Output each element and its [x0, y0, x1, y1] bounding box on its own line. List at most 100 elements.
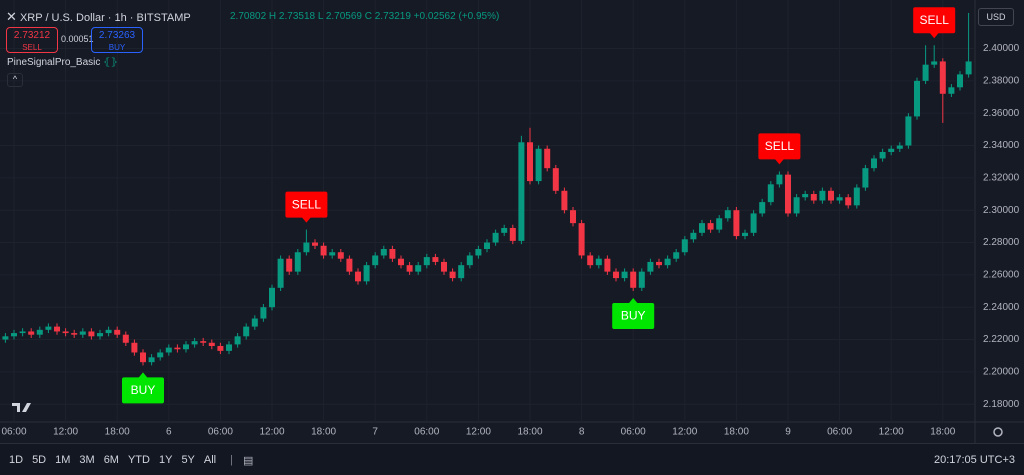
- candle-body: [174, 347, 181, 350]
- candle-body: [716, 218, 723, 230]
- x-tick-label: 8: [579, 427, 585, 438]
- candle-body: [742, 232, 748, 237]
- range-button[interactable]: 1M: [55, 454, 71, 466]
- y-tick-label: 2.40000: [983, 43, 1020, 54]
- x-tick-label: 18:00: [930, 427, 955, 438]
- range-buttons: 1D 5D 1M 3M 6M YTD 1Y 5Y All: [0, 454, 216, 466]
- candle-body: [802, 194, 809, 198]
- candle-body: [432, 257, 439, 262]
- candle-body: [277, 258, 284, 288]
- signal-label: SELL: [765, 139, 795, 153]
- currency[interactable]: USD: [978, 8, 1014, 26]
- range-button[interactable]: YTD: [127, 454, 150, 466]
- y-tick-label: 2.28000: [983, 237, 1020, 248]
- candle-body: [707, 223, 714, 230]
- candle-body: [2, 336, 9, 340]
- candle-body: [97, 333, 103, 337]
- x-tick-label: 06:00: [208, 427, 233, 438]
- x-tick-label: 12:00: [879, 427, 904, 438]
- range-button[interactable]: 3M: [79, 454, 95, 466]
- range-button[interactable]: 1Y: [158, 454, 173, 466]
- candle-body: [793, 197, 800, 214]
- y-tick-label: 2.30000: [983, 205, 1020, 216]
- candle-body: [673, 252, 680, 259]
- x-tick-label: 7: [372, 427, 378, 438]
- sell-button[interactable]: 2.73212 SELL: [6, 27, 58, 53]
- x-tick-label: 18:00: [724, 427, 749, 438]
- y-tick-label: 2.36000: [983, 108, 1020, 119]
- candle-body: [88, 331, 95, 337]
- candle-body: [613, 271, 619, 279]
- signal-pointer: [774, 158, 785, 165]
- symbol: XRP / U.S. Dollar · 1h · BITSTAMP: [19, 12, 191, 24]
- signal-pointer: [301, 216, 312, 223]
- candle-body: [19, 331, 26, 334]
- candle-body: [724, 210, 731, 219]
- candle-body: [570, 210, 576, 224]
- buy-label: BUY: [108, 43, 126, 52]
- candle-body: [647, 261, 654, 272]
- settings-icon[interactable]: [993, 427, 1003, 437]
- date-range-icon[interactable]: ▤: [243, 454, 254, 467]
- range-button[interactable]: 1D: [9, 454, 24, 466]
- range-button[interactable]: 6M: [103, 454, 119, 466]
- range-button[interactable]: 5D: [32, 454, 47, 466]
- candle-body: [294, 252, 301, 272]
- candle-body: [957, 74, 963, 88]
- candle-body: [604, 258, 611, 272]
- candle-body: [71, 333, 78, 335]
- logo: [12, 403, 31, 412]
- candle-body: [406, 265, 413, 272]
- collapse-button[interactable]: ^: [7, 73, 23, 87]
- candle-body: [114, 329, 121, 335]
- candle-body: [699, 223, 705, 233]
- candle-body: [871, 158, 877, 169]
- candle-body: [828, 190, 834, 201]
- candle-body: [122, 334, 129, 343]
- sell-price: 2.73212: [13, 30, 51, 41]
- x-tick-label: 12:00: [259, 427, 284, 438]
- candle-body: [905, 116, 912, 146]
- signal-label: BUY: [621, 309, 646, 323]
- candle-body: [79, 331, 86, 335]
- candle-body: [329, 252, 336, 256]
- buy-button[interactable]: 2.73263 BUY: [91, 27, 143, 53]
- candle-body: [191, 341, 198, 345]
- x-tick-label: 12:00: [466, 427, 491, 438]
- candle-body: [217, 346, 224, 351]
- signal-box: [285, 191, 328, 218]
- candle-body: [389, 248, 396, 259]
- candle-body: [509, 227, 516, 241]
- candle-body: [54, 326, 60, 332]
- candle-body: [896, 145, 903, 149]
- candle-body: [337, 252, 344, 259]
- candle-body: [458, 265, 465, 279]
- candle-body: [518, 142, 525, 241]
- buy-price: 2.73263: [98, 30, 136, 41]
- y-tick-label: 2.20000: [983, 367, 1020, 378]
- indicator[interactable]: PineSignalPro_Basic ⦃⦄: [7, 57, 118, 68]
- candle-body: [492, 232, 499, 243]
- candle-body: [552, 168, 559, 191]
- candle-body: [372, 255, 379, 266]
- y-tick-label: 2.22000: [983, 334, 1020, 345]
- range-button[interactable]: 5Y: [181, 454, 195, 466]
- candle-body: [11, 333, 17, 337]
- separator: |: [230, 454, 233, 466]
- x-tick-label: 06:00: [414, 427, 439, 438]
- candle-body: [561, 190, 568, 211]
- range-button[interactable]: All: [203, 454, 217, 466]
- symbol-bar[interactable]: ✕ XRP / U.S. Dollar · 1h · BITSTAMP: [6, 9, 191, 24]
- candle-body: [595, 258, 602, 266]
- candle-body: [286, 258, 293, 272]
- candle-body: [836, 197, 843, 201]
- signal-box: [913, 7, 956, 34]
- signal-label: SELL: [920, 13, 950, 27]
- x-tick-label: 9: [785, 427, 791, 438]
- sell-label: SELL: [22, 43, 42, 52]
- candle-body: [750, 213, 757, 233]
- candle-body: [819, 190, 826, 201]
- candle-body: [810, 194, 817, 201]
- bottom-bar: 1D 5D 1M 3M 6M YTD 1Y 5Y All | ▤ 20:17:05 UTC+3: [0, 443, 1024, 475]
- candle-body: [501, 227, 508, 233]
